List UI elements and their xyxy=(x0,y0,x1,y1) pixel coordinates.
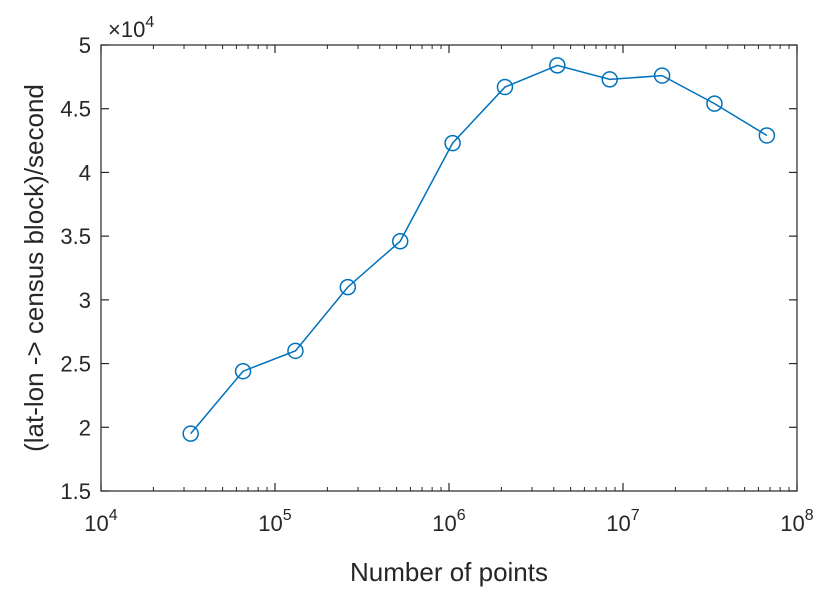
x-tick-exponent: 5 xyxy=(283,507,292,524)
data-point-marker xyxy=(496,78,514,96)
x-tick-base: 10 xyxy=(84,511,108,536)
plot-area-frame xyxy=(100,44,798,492)
data-point-marker xyxy=(549,57,566,74)
data-point-marker xyxy=(234,362,252,380)
y-tick-label: 3 xyxy=(79,288,91,313)
x-tick-exponent: 4 xyxy=(109,507,118,524)
x-tick-label: 105 xyxy=(258,507,291,536)
x-tick-label: 107 xyxy=(606,507,639,536)
y-exponent-label: ×104 xyxy=(108,14,154,42)
x-axis-label: Number of points xyxy=(350,557,548,587)
y-tick-label: 4.5 xyxy=(60,97,91,122)
data-point-marker xyxy=(706,95,723,112)
x-tick-base: 10 xyxy=(258,511,282,536)
series-layer xyxy=(182,57,776,442)
y-exponent-power: 4 xyxy=(145,14,154,31)
y-tick-label: 1.5 xyxy=(60,479,91,504)
y-exponent-base: ×10 xyxy=(108,17,145,42)
y-tick-label: 4 xyxy=(79,160,91,185)
data-point-marker xyxy=(758,127,776,144)
data-point-marker xyxy=(339,278,357,296)
data-point-marker xyxy=(391,232,409,250)
data-point-marker xyxy=(444,134,461,152)
x-tick-exponent: 6 xyxy=(457,507,466,524)
series-line xyxy=(190,64,768,435)
x-tick-exponent: 8 xyxy=(805,507,814,524)
y-tick-labels: 1.5 2 2.5 3 3.5 4 4.5 5 xyxy=(60,33,91,504)
data-point-marker xyxy=(182,425,199,442)
x-tick-label: 104 xyxy=(84,507,117,536)
y-tick-label: 5 xyxy=(79,33,91,58)
data-point-marker xyxy=(653,67,671,84)
x-tick-base: 10 xyxy=(606,511,630,536)
data-point-marker xyxy=(601,71,618,88)
x-tick-labels: 104 105 106 107 108 xyxy=(84,507,813,536)
minor-ticks xyxy=(152,45,790,491)
data-point-marker xyxy=(287,342,304,360)
x-tick-label: 106 xyxy=(432,507,465,536)
x-tick-exponent: 7 xyxy=(631,507,640,524)
y-tick-label: 3.5 xyxy=(60,224,91,249)
y-tick-label: 2.5 xyxy=(60,352,91,377)
x-tick-label: 108 xyxy=(780,507,813,536)
y-axis-label: (lat-lon -> census block)/second xyxy=(19,84,49,452)
x-tick-base: 10 xyxy=(432,511,456,536)
y-tick-label: 2 xyxy=(79,415,91,440)
x-tick-base: 10 xyxy=(780,511,804,536)
